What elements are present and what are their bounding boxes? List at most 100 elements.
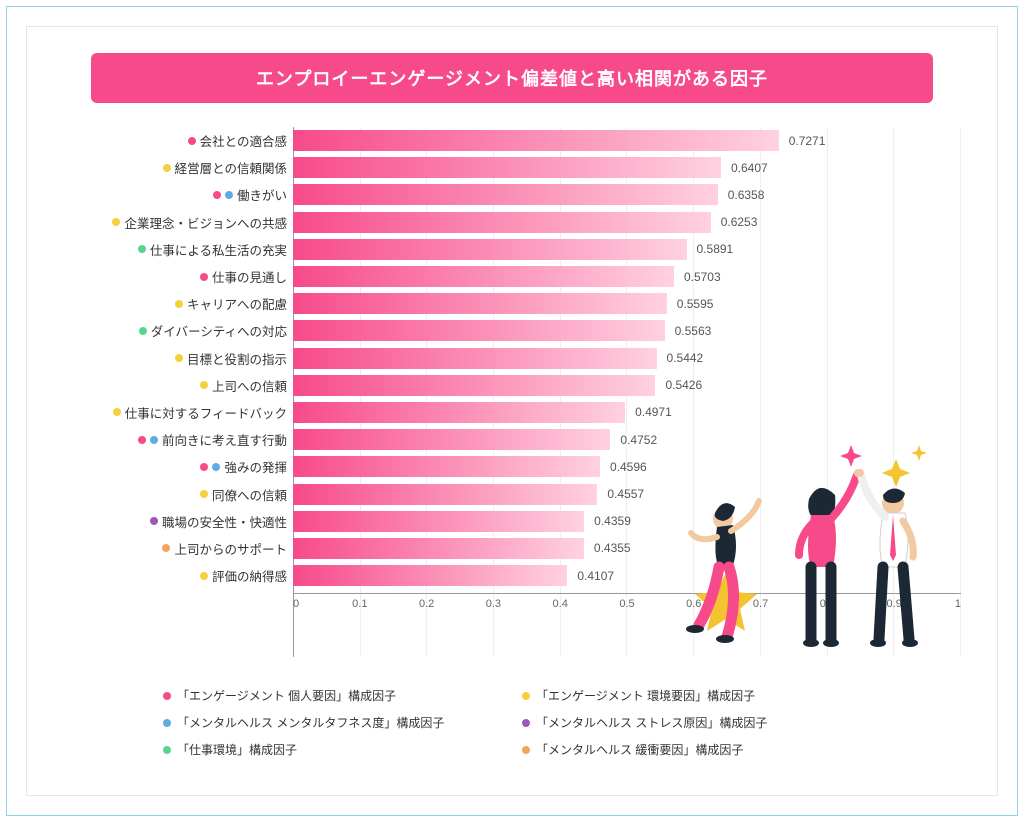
yellow-dot-icon	[200, 572, 208, 580]
bar	[293, 266, 674, 287]
legend-text: 「メンタルヘルス 緩衝要因」構成因子	[536, 741, 743, 758]
chart-row: 仕事の見通し 0.5703	[63, 263, 961, 290]
blue-dot-icon	[163, 719, 171, 727]
legend-text: 「メンタルヘルス メンタルタフネス度」構成因子	[177, 714, 444, 731]
chart-row: 目標と役割の指示 0.5442	[63, 345, 961, 372]
bar	[293, 402, 625, 423]
legend-item: 「メンタルヘルス ストレス原因」構成因子	[522, 714, 861, 731]
row-label: 上司への信頼	[63, 376, 293, 395]
legend-item: 「エンゲージメント 環境要因」構成因子	[522, 687, 861, 704]
x-axis-ticks: 00.10.20.30.40.50.60.70.80.91	[293, 594, 961, 598]
row-label: 目標と役割の指示	[63, 349, 293, 368]
orange-dot-icon	[162, 544, 170, 552]
x-axis: 00.10.20.30.40.50.60.70.80.91	[293, 593, 961, 598]
bar	[293, 375, 655, 396]
bar-value: 0.6407	[731, 161, 768, 175]
row-label-text: 仕事に対するフィードバック	[125, 403, 287, 422]
chart-title: エンプロイーエンゲージメント偏差値と高い相関がある因子	[91, 53, 933, 103]
bar-value: 0.7271	[789, 134, 826, 148]
red-dot-icon	[200, 273, 208, 281]
chart-row: 仕事に対するフィードバック 0.4971	[63, 399, 961, 426]
chart-row: 同僚への信頼 0.4557	[63, 480, 961, 507]
row-label: 働きがい	[63, 185, 293, 204]
row-label-text: 経営層との信頼関係	[175, 158, 287, 177]
bar	[293, 320, 665, 341]
bar-container: 0.5891	[293, 236, 961, 263]
chart-row: 働きがい 0.6358	[63, 181, 961, 208]
legend-text: 「エンゲージメント 個人要因」構成因子	[177, 687, 396, 704]
blue-dot-icon	[212, 463, 220, 471]
chart-row: キャリアへの配慮 0.5595	[63, 290, 961, 317]
legend-text: 「メンタルヘルス ストレス原因」構成因子	[536, 714, 767, 731]
bar-value: 0.4355	[594, 541, 631, 555]
bar-value: 0.5891	[697, 242, 734, 256]
bar-value: 0.6358	[728, 188, 765, 202]
bar	[293, 456, 600, 477]
bar-container: 0.5703	[293, 263, 961, 290]
row-label-text: キャリアへの配慮	[187, 294, 287, 313]
yellow-dot-icon	[522, 692, 530, 700]
orange-dot-icon	[522, 746, 530, 754]
bar	[293, 157, 721, 178]
red-dot-icon	[188, 137, 196, 145]
legend-item: 「仕事環境」構成因子	[163, 741, 502, 758]
bar-container: 0.6358	[293, 181, 961, 208]
bar-value: 0.5426	[665, 378, 702, 392]
bar-container: 0.4107	[293, 562, 961, 589]
chart-row: 企業理念・ビジョンへの共感0.6253	[63, 209, 961, 236]
bar	[293, 184, 718, 205]
bar-container: 0.4596	[293, 453, 961, 480]
legend-text: 「仕事環境」構成因子	[177, 741, 297, 758]
bar	[293, 429, 610, 450]
bar	[293, 511, 584, 532]
yellow-dot-icon	[175, 354, 183, 362]
chart-row: 評価の納得感 0.4107	[63, 562, 961, 589]
yellow-dot-icon	[163, 164, 171, 172]
bar-value: 0.5442	[667, 351, 704, 365]
red-dot-icon	[200, 463, 208, 471]
bar-value: 0.5595	[677, 297, 714, 311]
row-label: 同僚への信頼	[63, 485, 293, 504]
row-label: 前向きに考え直す行動	[63, 430, 293, 449]
row-label-text: 働きがい	[237, 185, 287, 204]
bar-container: 0.6253	[293, 209, 961, 236]
green-dot-icon	[138, 245, 146, 253]
chart-area: 会社との適合感0.7271経営層との信頼関係0.6407働きがい0.6358企業…	[63, 127, 961, 657]
bar-value: 0.4359	[594, 514, 631, 528]
chart-row: 上司への信頼 0.5426	[63, 372, 961, 399]
bar-container: 0.5426	[293, 372, 961, 399]
row-label: キャリアへの配慮	[63, 294, 293, 313]
chart-row: 強みの発揮 0.4596	[63, 453, 961, 480]
legend-item: 「メンタルヘルス 緩衝要因」構成因子	[522, 741, 861, 758]
chart-row: 上司からのサポート0.4355	[63, 535, 961, 562]
chart-row: 仕事による私生活の充実 0.5891	[63, 236, 961, 263]
row-label-text: 上司への信頼	[212, 376, 287, 395]
row-label-text: 同僚への信頼	[212, 485, 287, 504]
blue-dot-icon	[150, 436, 158, 444]
bar-container: 0.6407	[293, 154, 961, 181]
row-label: 仕事に対するフィードバック	[63, 403, 293, 422]
row-label-text: 強みの発揮	[224, 457, 287, 476]
purple-dot-icon	[522, 719, 530, 727]
row-label-text: 仕事による私生活の充実	[150, 240, 287, 259]
bar-value: 0.4752	[620, 433, 657, 447]
bar-value: 0.5703	[684, 270, 721, 284]
bar-value: 0.4596	[610, 460, 647, 474]
bar-container: 0.5442	[293, 345, 961, 372]
bar	[293, 212, 711, 233]
bar-container: 0.4971	[293, 399, 961, 426]
bar-value: 0.4557	[607, 487, 644, 501]
red-dot-icon	[163, 692, 171, 700]
row-label: ダイバーシティへの対応	[63, 321, 293, 340]
bar-container: 0.4752	[293, 426, 961, 453]
yellow-dot-icon	[200, 490, 208, 498]
red-dot-icon	[213, 191, 221, 199]
yellow-dot-icon	[200, 381, 208, 389]
row-label: 経営層との信頼関係	[63, 158, 293, 177]
chart-row: 職場の安全性・快適性 0.4359	[63, 508, 961, 535]
bar	[293, 239, 687, 260]
row-label: 職場の安全性・快適性	[63, 512, 293, 531]
row-label: 仕事の見通し	[63, 267, 293, 286]
row-label-text: 仕事の見通し	[212, 267, 287, 286]
row-label-text: 評価の納得感	[212, 566, 287, 585]
